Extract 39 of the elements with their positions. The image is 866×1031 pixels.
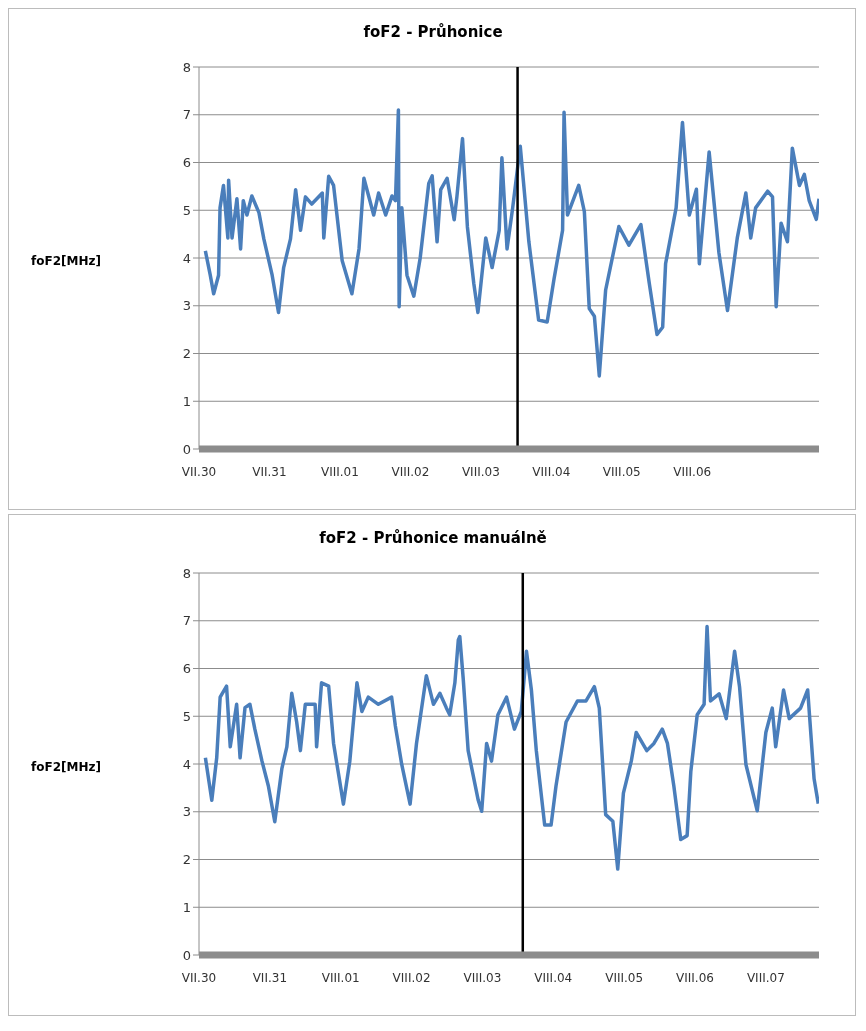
y-tick-label: 6 <box>182 661 191 677</box>
y-tick-label: 3 <box>182 298 191 314</box>
x-tick-label: VIII.02 <box>392 970 431 985</box>
y-tick-label: 4 <box>182 756 191 772</box>
y-tick-label: 2 <box>182 852 191 868</box>
y-tick-label: 3 <box>182 804 191 820</box>
chart-title: foF2 - Průhonice <box>362 23 504 41</box>
y-tick-label: 0 <box>182 441 191 457</box>
y-tick-label: 0 <box>182 947 191 963</box>
y-tick-label: 5 <box>182 202 191 218</box>
y-tick-label: 2 <box>182 346 191 362</box>
y-tick-label: 7 <box>182 613 191 629</box>
x-tick-label: VIII.07 <box>746 970 785 985</box>
x-tick-label: VIII.05 <box>605 970 644 985</box>
x-tick-label: VIII.05 <box>602 464 641 479</box>
y-axis-title: foF2[MHz] <box>31 254 101 268</box>
x-tick-label: VIII.01 <box>321 970 360 985</box>
y-tick-label: 4 <box>182 250 191 266</box>
x-tick-label: VII.31 <box>252 970 288 985</box>
y-tick-label: 6 <box>182 155 191 171</box>
x-tick-label: VII.30 <box>181 970 217 985</box>
x-tick-label: VIII.06 <box>676 970 714 985</box>
y-tick-label: 1 <box>182 899 191 915</box>
y-tick-label: 1 <box>182 393 191 409</box>
x-tick-label: VIII.04 <box>532 464 571 479</box>
y-tick-label: 7 <box>182 107 191 123</box>
y-tick-label: 5 <box>182 708 191 724</box>
x-tick-label: VIII.03 <box>461 464 500 479</box>
x-tick-label: VIII.06 <box>673 464 712 479</box>
y-tick-label: 8 <box>182 565 191 581</box>
y-tick-label: 8 <box>182 59 191 75</box>
x-tick-label: VIII.04 <box>534 970 573 985</box>
x-tick-label: VIII.03 <box>463 970 502 985</box>
x-tick-label: VIII.02 <box>391 464 430 479</box>
x-tick-label: VII.31 <box>252 464 287 479</box>
chart-title: foF2 - Průhonice manuálně <box>318 529 548 547</box>
y-axis-title: foF2[MHz] <box>31 760 101 774</box>
x-tick-label: VII.30 <box>181 464 217 479</box>
x-tick-label: VIII.01 <box>320 464 359 479</box>
